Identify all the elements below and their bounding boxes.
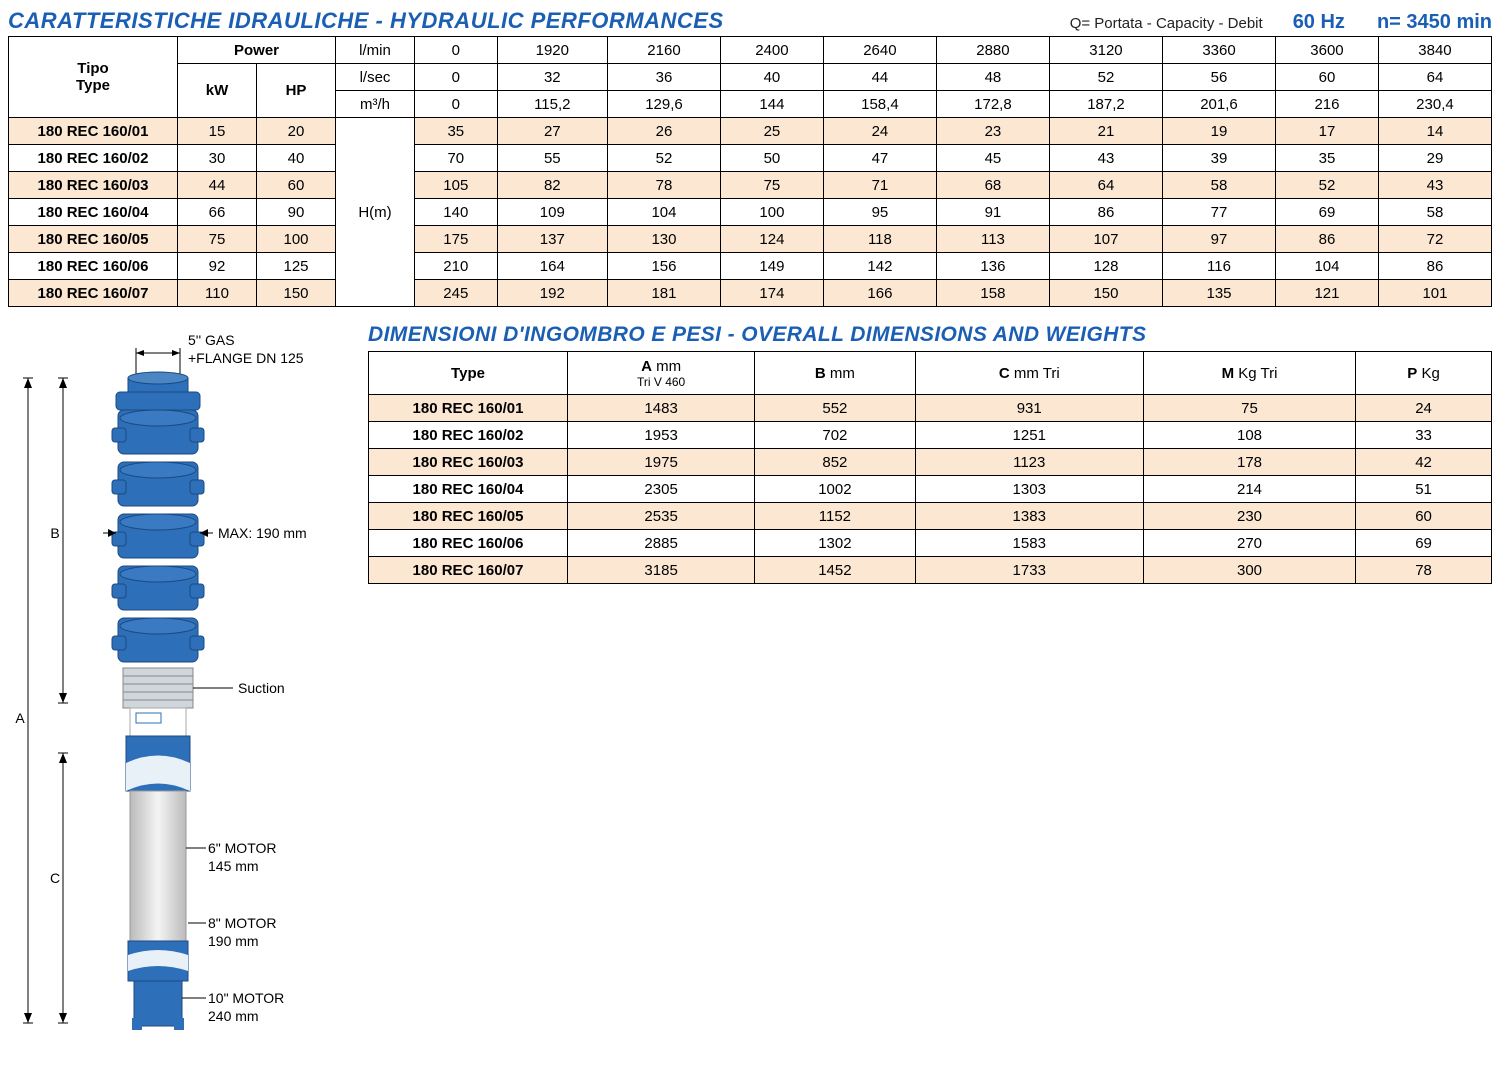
flange-label: +FLANGE DN 125 [188,350,304,366]
table-row: 180 REC 160/0466901401091041009591867769… [9,199,1492,226]
dimensions-table: TypeA mmTri V 460B mmC mm TriM Kg TriP K… [368,351,1492,584]
table-row: 180 REC 160/0525351152138323060 [369,503,1492,530]
table-row: 180 REC 160/011520H(m)352726252423211917… [9,118,1492,145]
motor10-d: 240 mm [208,1008,259,1024]
table-row: 180 REC 160/034460105827875716864585243 [9,172,1492,199]
table-row: 180 REC 160/02304070555250474543393529 [9,145,1492,172]
table-row: 180 REC 160/0423051002130321451 [369,476,1492,503]
table-row: 180 REC 160/0628851302158327069 [369,530,1492,557]
table-row: 180 REC 160/0711015024519218117416615815… [9,280,1492,307]
max-label: MAX: 190 mm [218,525,307,541]
hydraulic-table: TipoTypePowerl/min0192021602400264028803… [8,36,1492,307]
gas-label: 5'' GAS [188,332,235,348]
table-row: 180 REC 160/0114835529317524 [369,395,1492,422]
hydraulic-title: CARATTERISTICHE IDRAULICHE - HYDRAULIC P… [8,8,724,34]
q-note: Q= Portata - Capacity - Debit [1070,15,1263,32]
table-row: 180 REC 160/0692125210164156149142136128… [9,253,1492,280]
motor6-d: 145 mm [208,858,259,874]
dim-C: C [50,870,60,886]
dimensions-title: DIMENSIONI D'INGOMBRO E PESI - OVERALL D… [368,323,1492,347]
table-row: 180 REC 160/031975852112317842 [369,449,1492,476]
rpm-label: n= 3450 min [1377,11,1492,34]
table-row: 180 REC 160/0575100175137130124118113107… [9,226,1492,253]
table-row: 180 REC 160/021953702125110833 [369,422,1492,449]
motor6-label: 6" MOTOR [208,840,277,856]
pump-diagram: A B C 5'' GAS +FLANGE DN 125 MAX: 190 mm… [8,323,358,1043]
hz-label: 60 Hz [1293,11,1345,34]
hydraulic-header: CARATTERISTICHE IDRAULICHE - HYDRAULIC P… [8,8,1492,34]
dim-A: A [15,710,25,726]
dim-B: B [50,525,59,541]
motor8-d: 190 mm [208,933,259,949]
table-row: 180 REC 160/0731851452173330078 [369,557,1492,584]
motor8-label: 8" MOTOR [208,915,277,931]
motor10-label: 10" MOTOR [208,990,284,1006]
suction-label: Suction [238,680,285,696]
